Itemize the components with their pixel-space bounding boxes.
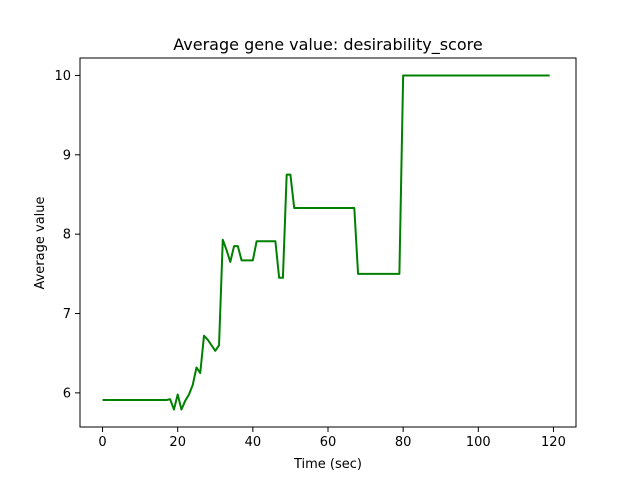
series-line-0	[102, 74, 550, 411]
x-tick-label: 60	[320, 435, 337, 450]
y-tick-label: 6	[63, 386, 71, 401]
x-axis-label: Time (sec)	[293, 457, 362, 472]
x-tick-label: 100	[466, 435, 491, 450]
x-tick-label: 40	[245, 435, 262, 450]
x-tick-label: 20	[169, 435, 186, 450]
y-tick-label: 9	[63, 148, 71, 163]
x-tick-label: 80	[395, 435, 412, 450]
x-tick-label: 120	[541, 435, 566, 450]
y-tick-label: 7	[63, 307, 71, 322]
chart-title: Average gene value: desirability_score	[173, 35, 482, 55]
y-axis-label: Average value	[33, 196, 48, 289]
y-tick-label: 10	[54, 69, 71, 84]
y-tick-label: 8	[63, 228, 71, 243]
x-tick-label: 0	[98, 435, 106, 450]
plot-area: 0 20 40 60 80 100 120 6 7 8 9 10	[54, 57, 577, 450]
